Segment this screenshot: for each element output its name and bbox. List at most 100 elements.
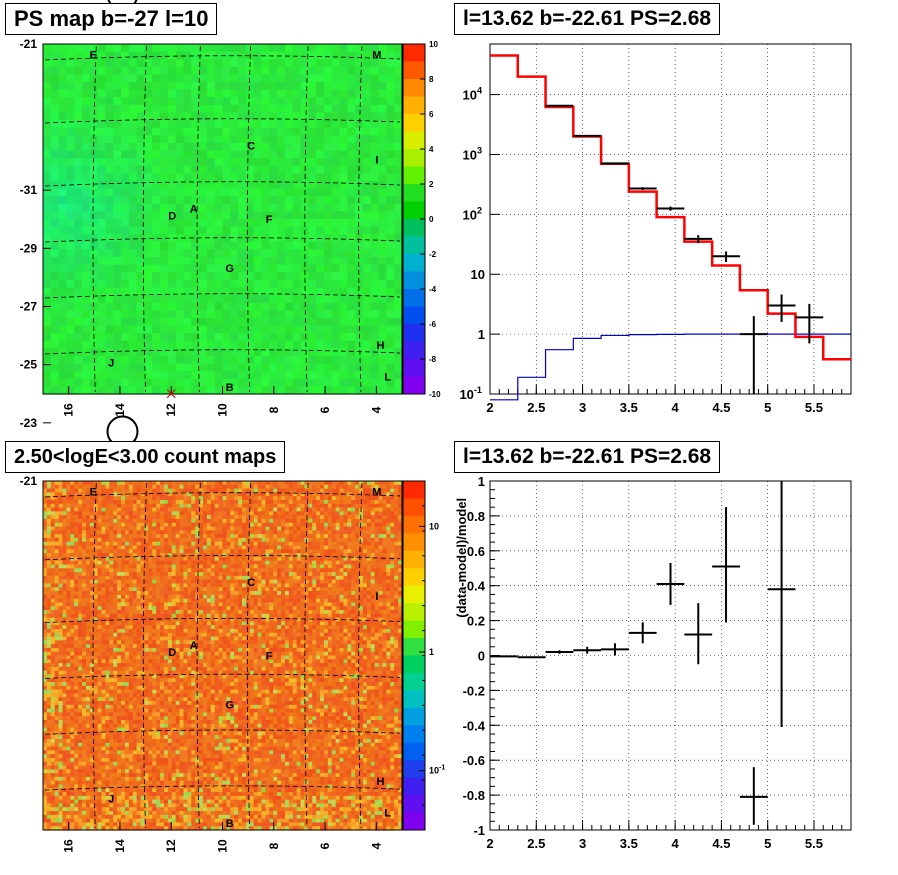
map-pixel [109, 647, 114, 653]
map-pixel [292, 142, 302, 152]
map-pixel [124, 727, 130, 732]
map-pixel [132, 549, 138, 554]
map-pixel [43, 488, 48, 493]
map-pixel [105, 682, 110, 687]
map-pixel [70, 776, 75, 782]
map-pixel [46, 746, 52, 751]
map-pixel [128, 761, 134, 767]
map-pixel [97, 112, 107, 121]
map-pixel [89, 257, 99, 266]
map-pixel [316, 287, 325, 296]
map-pixel [144, 583, 149, 588]
map-pixel [66, 674, 71, 679]
map-pixel [117, 632, 122, 638]
map-pixel [300, 363, 309, 372]
map-pixel [347, 264, 356, 273]
map-pixel [370, 249, 380, 258]
map-pixel [62, 587, 68, 592]
map-pixel [101, 628, 107, 634]
map-pixel [277, 257, 286, 266]
map-pixel [136, 287, 146, 296]
map-pixel [140, 484, 146, 490]
colorbar-segment [403, 149, 425, 167]
map-pixel [370, 287, 380, 296]
map-pixel [101, 780, 107, 786]
map-pixel [113, 302, 122, 311]
map-pixel [378, 333, 387, 342]
map-pixel [175, 142, 185, 152]
map-pixel [370, 203, 380, 212]
map-pixel [58, 655, 64, 660]
map-pixel [140, 678, 146, 683]
map-pixel [109, 712, 114, 717]
map-pixel [152, 757, 157, 763]
map-pixel [66, 488, 71, 493]
map-pixel [43, 211, 52, 220]
map-pixel [386, 211, 395, 220]
map-pixel [128, 807, 134, 812]
map-pixel [97, 636, 103, 641]
map-pixel [308, 173, 317, 182]
map-pixel [191, 287, 200, 296]
map-pixel [58, 515, 64, 520]
map-pixel [156, 708, 161, 714]
map-pixel [105, 750, 110, 755]
map-pixel [378, 272, 387, 281]
map-pixel [284, 158, 294, 167]
map-pixel [113, 363, 122, 372]
map-pixel [238, 348, 247, 357]
map-pixel [43, 735, 48, 740]
map-pixel [43, 378, 52, 387]
map-pixel [78, 537, 83, 543]
map-pixel [160, 553, 165, 558]
map-pixel [316, 66, 325, 76]
map-pixel [140, 682, 146, 687]
map-pixel [121, 74, 130, 83]
map-pixel [82, 511, 87, 516]
map-pixel [222, 317, 231, 327]
map-pixel [78, 727, 83, 732]
map-pixel [300, 51, 309, 60]
map-pixel [74, 135, 83, 144]
map-pixel [191, 340, 200, 349]
map-pixel [54, 575, 60, 581]
map-pixel [144, 378, 153, 387]
map-pixel [46, 647, 52, 653]
map-pixel [183, 66, 192, 76]
map-pixel [136, 507, 142, 512]
map-pixel [121, 594, 126, 600]
map-pixel [199, 211, 208, 220]
map-pixel [74, 640, 79, 645]
map-pixel [152, 655, 157, 660]
map-pixel [199, 348, 208, 357]
map-pixel [362, 287, 372, 296]
map-pixel [101, 761, 107, 767]
map-pixel [43, 530, 48, 535]
map-pixel [78, 822, 83, 827]
map-pixel [140, 811, 146, 816]
map-pixel [50, 788, 56, 793]
map-pixel [46, 651, 52, 657]
map-pixel [132, 765, 138, 770]
map-pixel [183, 165, 192, 174]
map-pixel [97, 310, 107, 319]
map-pixel [144, 89, 153, 98]
map-pixel [206, 226, 216, 235]
map-pixel [132, 511, 138, 516]
map-pixel [156, 484, 161, 490]
map-pixel [50, 488, 56, 493]
map-pixel [74, 503, 79, 509]
map-pixel [117, 640, 122, 645]
map-pixel [89, 594, 95, 600]
map-pixel [253, 203, 263, 212]
map-pixel [74, 541, 79, 547]
map-pixel [191, 180, 200, 190]
map-pixel [121, 632, 126, 638]
map-pixel [362, 386, 372, 395]
map-pixel [136, 735, 142, 740]
map-pixel [85, 757, 91, 763]
map-pixel [43, 51, 52, 60]
map-pixel [261, 241, 270, 251]
map-pixel [101, 484, 107, 490]
map-pixel [144, 746, 149, 751]
